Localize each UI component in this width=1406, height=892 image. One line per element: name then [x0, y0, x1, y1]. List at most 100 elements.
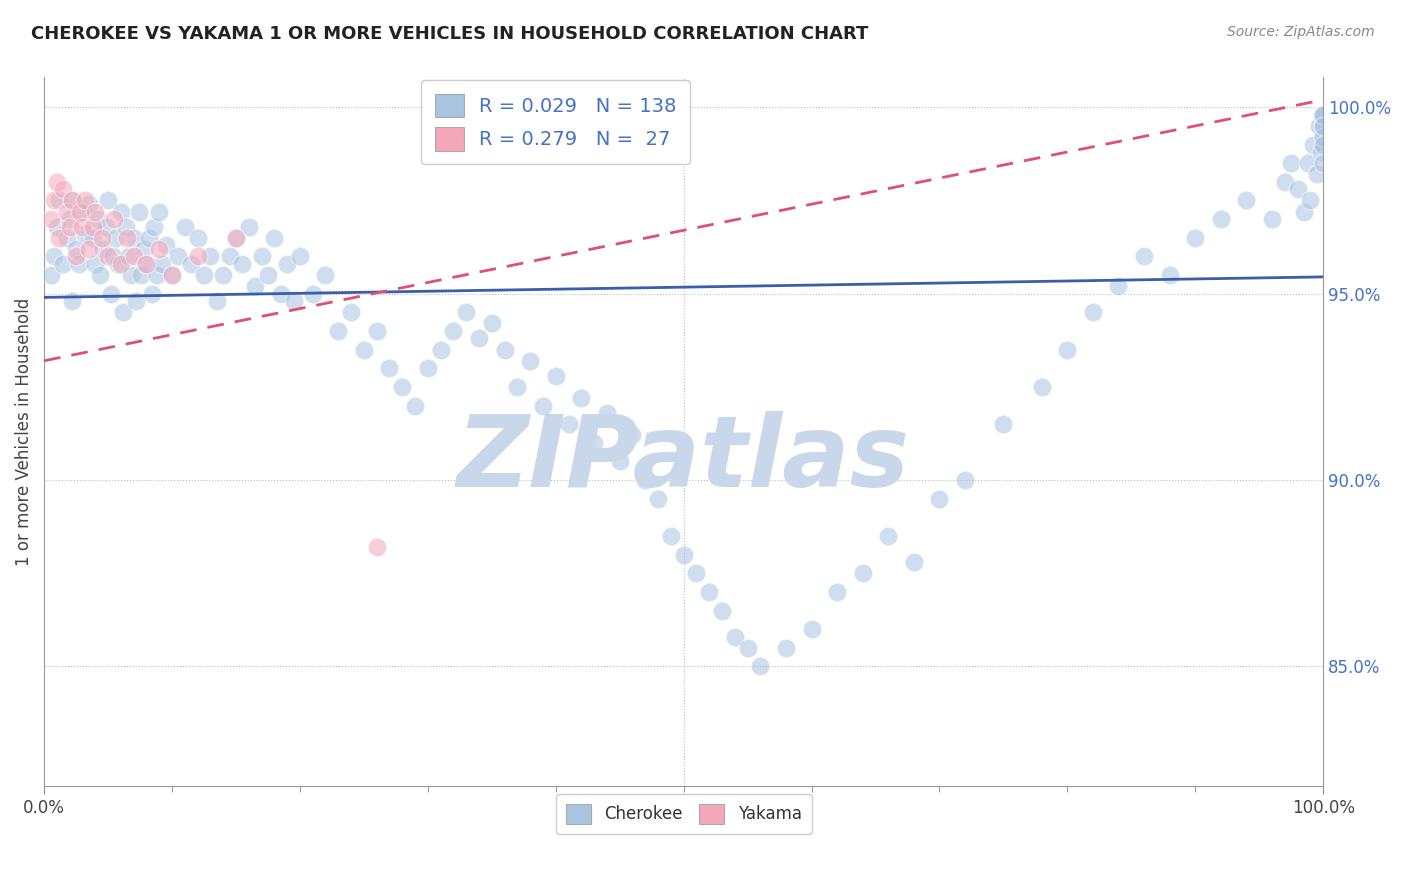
Point	[238, 219, 260, 234]
Point	[84, 204, 107, 219]
Y-axis label: 1 or more Vehicles in Household: 1 or more Vehicles in Household	[15, 298, 32, 566]
Point	[145, 268, 167, 282]
Point	[685, 566, 707, 581]
Point	[69, 204, 91, 219]
Point	[429, 343, 451, 357]
Point	[1299, 194, 1322, 208]
Point	[596, 406, 619, 420]
Point	[48, 194, 70, 208]
Point	[128, 204, 150, 219]
Point	[583, 435, 606, 450]
Point	[117, 231, 139, 245]
Point	[52, 257, 75, 271]
Point	[609, 454, 631, 468]
Point	[52, 182, 75, 196]
Point	[138, 231, 160, 245]
Point	[468, 331, 491, 345]
Point	[531, 399, 554, 413]
Point	[148, 242, 170, 256]
Point	[60, 294, 83, 309]
Point	[160, 268, 183, 282]
Point	[340, 305, 363, 319]
Point	[103, 212, 125, 227]
Point	[276, 257, 298, 271]
Point	[135, 257, 157, 271]
Point	[107, 257, 129, 271]
Point	[225, 231, 247, 245]
Point	[647, 491, 669, 506]
Point	[1081, 305, 1104, 319]
Point	[1133, 249, 1156, 263]
Point	[60, 194, 83, 208]
Point	[173, 219, 195, 234]
Point	[953, 473, 976, 487]
Legend: Cherokee, Yakama: Cherokee, Yakama	[555, 794, 811, 834]
Point	[56, 204, 79, 219]
Point	[39, 212, 62, 227]
Point	[45, 175, 67, 189]
Point	[1308, 119, 1330, 133]
Point	[187, 249, 209, 263]
Point	[1296, 156, 1319, 170]
Point	[1312, 137, 1334, 152]
Point	[60, 194, 83, 208]
Point	[283, 294, 305, 309]
Point	[45, 219, 67, 234]
Point	[225, 231, 247, 245]
Point	[315, 268, 337, 282]
Point	[1274, 175, 1296, 189]
Point	[557, 417, 579, 432]
Point	[65, 249, 87, 263]
Point	[519, 353, 541, 368]
Point	[903, 555, 925, 569]
Point	[205, 294, 228, 309]
Point	[56, 231, 79, 245]
Point	[263, 231, 285, 245]
Point	[270, 286, 292, 301]
Point	[391, 380, 413, 394]
Point	[77, 197, 100, 211]
Point	[243, 279, 266, 293]
Point	[301, 286, 323, 301]
Point	[1312, 119, 1334, 133]
Point	[1292, 204, 1315, 219]
Point	[187, 231, 209, 245]
Point	[117, 249, 139, 263]
Point	[852, 566, 875, 581]
Point	[84, 257, 107, 271]
Point	[72, 219, 94, 234]
Point	[1184, 231, 1206, 245]
Point	[200, 249, 222, 263]
Point	[97, 249, 120, 263]
Point	[218, 249, 240, 263]
Point	[73, 227, 96, 241]
Text: CHEROKEE VS YAKAMA 1 OR MORE VEHICLES IN HOUSEHOLD CORRELATION CHART: CHEROKEE VS YAKAMA 1 OR MORE VEHICLES IN…	[31, 25, 869, 43]
Point	[416, 361, 439, 376]
Point	[44, 249, 66, 263]
Point	[89, 268, 111, 282]
Point	[749, 659, 772, 673]
Point	[1286, 182, 1309, 196]
Point	[212, 268, 235, 282]
Point	[65, 242, 87, 256]
Point	[48, 231, 70, 245]
Point	[193, 268, 215, 282]
Point	[1312, 119, 1334, 133]
Point	[87, 212, 110, 227]
Point	[1312, 156, 1334, 170]
Point	[288, 249, 311, 263]
Point	[621, 428, 644, 442]
Point	[1312, 108, 1334, 122]
Point	[328, 324, 350, 338]
Point	[231, 257, 253, 271]
Point	[825, 585, 848, 599]
Point	[101, 249, 124, 263]
Point	[143, 219, 166, 234]
Point	[1031, 380, 1053, 394]
Point	[1312, 130, 1334, 145]
Point	[77, 242, 100, 256]
Point	[1312, 130, 1334, 145]
Point	[104, 231, 127, 245]
Point	[544, 368, 567, 383]
Point	[44, 194, 66, 208]
